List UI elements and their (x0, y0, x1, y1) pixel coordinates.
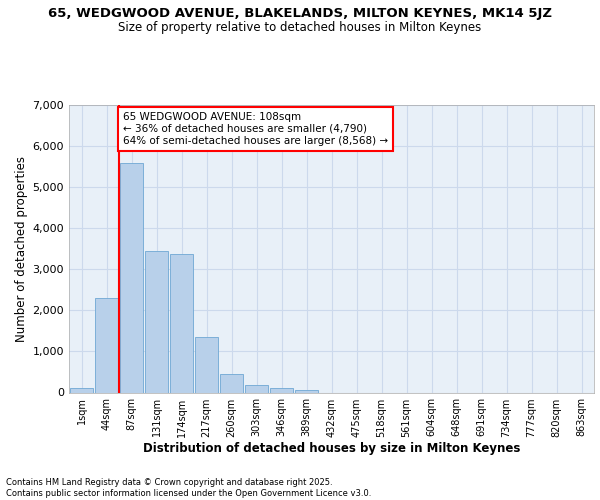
Bar (120, 162, 143, 392)
Bar (195, 337, 218, 392)
Bar (95, 298, 118, 392)
Bar (220, 374, 243, 392)
Bar (270, 388, 293, 392)
Bar (245, 384, 268, 392)
Y-axis label: Number of detached properties: Number of detached properties (16, 156, 28, 342)
Text: Contains HM Land Registry data © Crown copyright and database right 2025.
Contai: Contains HM Land Registry data © Crown c… (6, 478, 371, 498)
Text: Size of property relative to detached houses in Milton Keynes: Size of property relative to detached ho… (118, 21, 482, 34)
Bar (70, 388, 93, 392)
Bar (145, 251, 168, 392)
Text: 65 WEDGWOOD AVENUE: 108sqm
← 36% of detached houses are smaller (4,790)
64% of s: 65 WEDGWOOD AVENUE: 108sqm ← 36% of deta… (123, 112, 388, 146)
Bar (295, 390, 318, 392)
X-axis label: Distribution of detached houses by size in Milton Keynes: Distribution of detached houses by size … (143, 442, 520, 456)
Bar (170, 254, 193, 392)
Text: 65, WEDGWOOD AVENUE, BLAKELANDS, MILTON KEYNES, MK14 5JZ: 65, WEDGWOOD AVENUE, BLAKELANDS, MILTON … (48, 8, 552, 20)
